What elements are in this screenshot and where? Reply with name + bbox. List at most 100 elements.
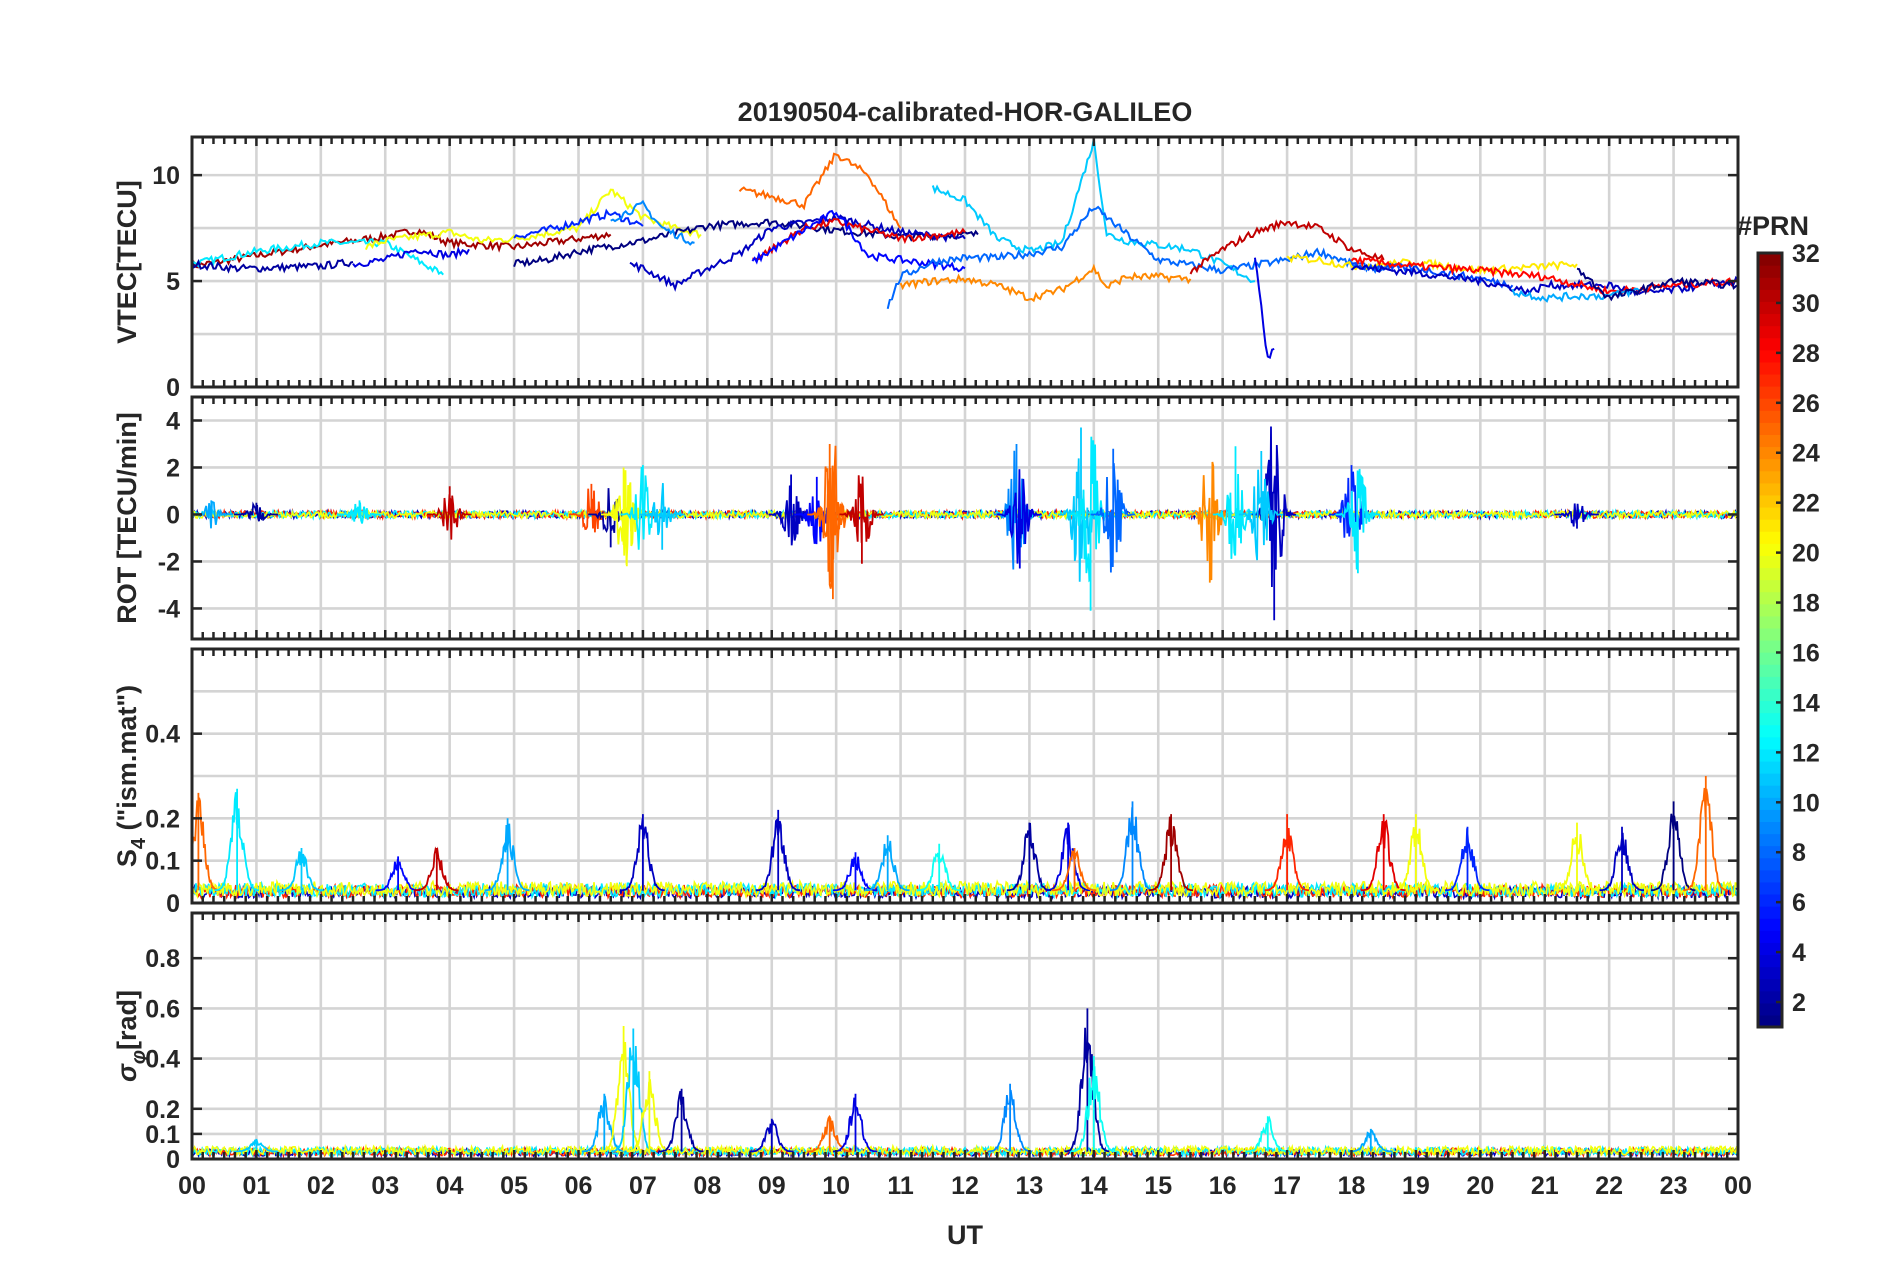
series-line-prn-5: [751, 209, 966, 273]
x-tick-label: 12: [951, 1172, 979, 1200]
colorbar-tick-label: 24: [1792, 440, 1820, 468]
colorbar-tick-label: 2: [1792, 989, 1806, 1017]
x-tick-label: 13: [1016, 1172, 1044, 1200]
colorbar-segment: [1758, 1014, 1782, 1028]
burst-prn-25: [1683, 776, 1728, 892]
colorbar-segment: [1758, 579, 1782, 593]
colorbar-tick-label: 6: [1792, 889, 1806, 917]
x-tick-label: 01: [243, 1172, 271, 1200]
burst-prn-9: [987, 1083, 1032, 1153]
y-axis-label: VTEC[TECU]: [112, 180, 142, 344]
series-line-prn-4: [352, 246, 470, 268]
x-tick-label: 15: [1144, 1172, 1172, 1200]
burst-prn-2: [233, 501, 279, 522]
y-axis-label: σφ[rad]: [112, 990, 150, 1082]
y-tick-label: 0.2: [145, 805, 180, 833]
colorbar-segment: [1758, 736, 1782, 750]
x-tick-label: 16: [1209, 1172, 1237, 1200]
colorbar-segment: [1758, 652, 1782, 665]
colorbar-tick-label: 12: [1792, 739, 1820, 767]
burst-prn-11: [610, 1028, 656, 1153]
noise-trace-prn-20: [192, 507, 1738, 522]
colorbar-tick-label: 30: [1792, 290, 1820, 318]
series-line-prn-6: [513, 208, 644, 239]
burst-prn-10: [581, 1093, 627, 1153]
x-tick-label: 11: [887, 1172, 914, 1200]
series-line-prn-30: [1189, 219, 1385, 275]
panel-frame: [190, 395, 1740, 641]
x-tick-label: 21: [1531, 1172, 1559, 1200]
colorbar-segment: [1758, 301, 1782, 315]
colorbar-segment: [1758, 555, 1782, 569]
colorbar-segment: [1758, 906, 1782, 919]
colorbar-segment: [1758, 567, 1782, 581]
colorbar-segment: [1758, 422, 1782, 436]
y-tick-label: 0.1: [145, 1121, 180, 1149]
burst-prn-4: [997, 469, 1042, 569]
y-tick-label: 0.4: [145, 721, 180, 749]
x-tick-label: 06: [565, 1172, 593, 1200]
x-tick-label: 18: [1338, 1172, 1366, 1200]
colorbar-segment: [1758, 954, 1782, 968]
burst-prn-12: [1335, 468, 1380, 574]
burst-prn-12: [1213, 446, 1258, 559]
burst-prn-2: [659, 1088, 704, 1153]
colorbar-segment: [1758, 918, 1782, 931]
burst-prn-13: [916, 843, 962, 892]
burst-prn-12: [336, 500, 382, 524]
plot-area: [192, 138, 1738, 360]
burst-prn-20: [626, 1071, 672, 1153]
burst-prn-30: [427, 486, 472, 540]
burst-prn-25: [192, 792, 221, 892]
burst-prn-3: [755, 809, 801, 892]
panel-vtec: 0 5 10 VTEC[TECU]: [112, 135, 1740, 402]
x-tick-label: 03: [371, 1172, 399, 1200]
panel-sigma_phi: 00.10.2 0.4 0.6 0.8 σφ[rad]: [112, 911, 1740, 1174]
x-tick-label: 04: [436, 1172, 464, 1200]
series-line-prn-1: [513, 218, 979, 268]
plot-area: [192, 776, 1738, 901]
colorbar-segment: [1758, 627, 1782, 641]
colorbar-tick-label: 14: [1792, 689, 1820, 717]
burst-prn-11: [639, 483, 685, 550]
colorbar-segment: [1758, 289, 1782, 302]
y-axis-label: ROT [TECU/min]: [112, 412, 142, 623]
burst-prn-3: [1554, 503, 1599, 529]
burst-prn-10: [485, 818, 530, 892]
y-tick-label: 4: [166, 407, 180, 435]
series-line-prn-3: [629, 212, 966, 292]
series-line-prn-21: [1286, 253, 1578, 275]
y-tick-label: 10: [152, 162, 180, 190]
y-tick-label: 0: [166, 374, 180, 402]
colorbar-segment: [1758, 773, 1782, 786]
x-tick-label: 22: [1595, 1172, 1623, 1200]
burst-prn-9: [1109, 801, 1155, 892]
y-tick-label: 0.1: [145, 848, 180, 876]
colorbar-segment: [1758, 373, 1782, 387]
burst-prn-20: [1393, 814, 1438, 892]
colorbar-segment: [1758, 893, 1782, 907]
series-line-prn-9: [610, 199, 695, 246]
colorbar-segment: [1758, 615, 1782, 629]
burst-prn-27: [1264, 814, 1309, 892]
burst-prn-3: [1599, 826, 1644, 892]
colorbar-segment: [1758, 821, 1782, 835]
panel-rot: -4 -2 0 2 4 ROT [TECU/min]: [112, 395, 1740, 641]
y-tick-label: -2: [158, 548, 180, 576]
burst-prn-25: [1051, 848, 1097, 892]
panel-s4: 0 0.1 0.2 0.4S4 ("ism.mat"): [112, 647, 1740, 918]
colorbar-title: #PRN: [1737, 211, 1809, 241]
panel-frame: [190, 911, 1740, 1161]
colorbar-segment: [1758, 881, 1782, 895]
y-tick-label: 0: [166, 1146, 180, 1174]
colorbar-segment: [1758, 519, 1782, 532]
colorbar-segment: [1758, 446, 1782, 460]
y-tick-label: 0: [166, 890, 180, 918]
y-tick-label: 5: [166, 268, 180, 296]
y-axis-label: S4 ("ism.mat"): [112, 685, 150, 867]
burst-prn-12: [214, 788, 259, 892]
burst-prn-30: [839, 475, 884, 564]
colorbar-segment: [1758, 857, 1782, 871]
x-tick-label: 02: [307, 1172, 335, 1200]
